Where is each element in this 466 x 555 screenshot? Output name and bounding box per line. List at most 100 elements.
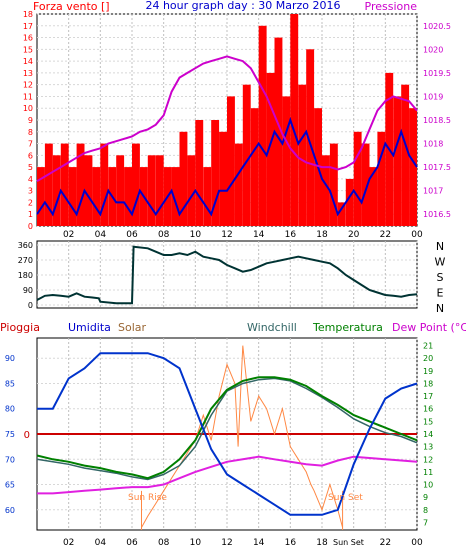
temperature-x-tick-label: 04 [95, 538, 107, 548]
wind-gust-bar [92, 167, 101, 226]
temperature-x-tick-label: 06 [126, 538, 138, 548]
wind-direction-line [36, 245, 418, 305]
temperature-y-tick-label: 18 [423, 379, 433, 388]
humidity-y-tick-label: 90 [5, 354, 15, 363]
temperature-line [36, 376, 418, 480]
temperature-x-tick-label: 22 [380, 538, 391, 548]
wind-y-tick-label: 10 [23, 104, 33, 113]
wind-y-tick-label: 17 [23, 22, 33, 31]
wind-y-tick-label: 4 [28, 175, 33, 184]
wind-gust-bar [306, 49, 315, 226]
solar-line [141, 345, 344, 528]
humidity-y-tick-label: 60 [5, 506, 15, 515]
wind-gust-bar [345, 178, 354, 226]
legend-solar: Solar [118, 321, 147, 334]
temperature-y-tick-label: 12 [423, 455, 433, 464]
direction-y-tick-label: 0 [28, 301, 33, 310]
wind-y-tick-label: 15 [23, 45, 33, 54]
wind-y-tick-label: 8 [28, 128, 33, 137]
wind-y-tick-label: 13 [23, 69, 33, 78]
temperature-y-tick-label: 10 [423, 481, 433, 490]
temperature-y-tick-label: 13 [423, 443, 433, 452]
wind-gust-bar [242, 84, 251, 226]
wind-y-tick-label: 1 [28, 210, 33, 219]
wind-y-tick-label: 7 [28, 140, 33, 149]
temperature-x-tick-label: 16 [285, 538, 297, 548]
direction-y-tick-label: 90 [23, 286, 33, 295]
wind-gust-bar [219, 131, 227, 226]
wind-x-tick-label: 00 [411, 230, 423, 240]
temperature-y-tick-label: 9 [423, 493, 428, 502]
wind-y-tick-label: 3 [28, 187, 33, 196]
temperature-y-tick-label: 17 [423, 392, 433, 401]
wind-gust-bar [401, 84, 410, 226]
temperature-y-tick-label: 20 [423, 354, 433, 363]
temperature-x-tick-label: 08 [158, 538, 170, 548]
wind-gust-bar [322, 155, 330, 226]
wind-x-tick-label: 16 [285, 230, 297, 240]
wind-gust-bar [353, 131, 362, 226]
humidity-line [37, 352, 418, 516]
chart-title: 24 hour graph day : 30 Marzo 2016 [145, 0, 340, 12]
temperature-x-tick-label: 12 [221, 538, 232, 548]
temperature-y-tick-label: 8 [423, 506, 428, 515]
wind-gust-bar [116, 155, 125, 226]
wind-y-tick-label: 2 [28, 198, 33, 207]
wind-y-tick-label: 14 [23, 57, 33, 66]
direction-compass-label: N [436, 240, 444, 253]
wind-y-tick-label: 11 [23, 92, 33, 101]
wind-gust-bar [274, 37, 283, 226]
wind-gust-bar [179, 131, 188, 226]
wind-gust-bar [258, 25, 267, 226]
wind-gust-bar [100, 143, 109, 226]
wind-gust-bar [124, 167, 132, 226]
temperature-y-tick-label: 7 [423, 518, 428, 527]
legend-windchill: Windchill [247, 321, 297, 334]
legend-rain: Pioggia [0, 321, 40, 334]
wind-title: Forza vento [] [33, 0, 110, 13]
legend-dewpoint: Dew Point (°C) [392, 321, 466, 334]
direction-compass-label: E [437, 287, 444, 300]
wind-gust-bar [369, 167, 378, 226]
temperature-x-tick-label: 02 [63, 538, 74, 548]
direction-compass-label: N [436, 302, 444, 315]
sunrise-label: Sun Rise [128, 493, 167, 503]
wind-y-tick-label: 18 [23, 10, 33, 19]
humidity-y-tick-label: 65 [5, 481, 15, 490]
pressure-y-tick-label: 1020.5 [423, 22, 451, 31]
wind-x-tick-label: 02 [63, 230, 74, 240]
wind-gust-bar [234, 143, 243, 226]
direction-compass-label: S [437, 271, 444, 284]
wind-gust-bar [132, 143, 140, 226]
wind-y-tick-label: 6 [28, 151, 33, 160]
wind-gust-bar [266, 72, 275, 227]
wind-x-tick-label: 08 [158, 230, 170, 240]
wind-y-tick-label: 9 [28, 116, 33, 125]
wind-gust-bar [37, 167, 45, 226]
wind-gust-bar [227, 96, 235, 227]
wind-gust-bar [171, 167, 180, 226]
direction-compass-label: W [435, 256, 446, 269]
pressure-y-tick-label: 1019 [423, 92, 443, 101]
wind-gust-bar [393, 96, 402, 227]
humidity-y-tick-label: 85 [5, 379, 15, 388]
temperature-x-tick-label: 18 [316, 538, 328, 548]
pressure-y-tick-label: 1016.5 [423, 210, 451, 219]
wind-gust-bar [329, 143, 338, 226]
wind-gust-bar [195, 120, 204, 226]
wind-gust-bar [44, 143, 53, 226]
wind-gust-bar [147, 155, 156, 226]
wind-gust-bar [361, 143, 370, 226]
pressure-title: Pressione [365, 0, 418, 13]
wind-x-tick-label: 14 [253, 230, 265, 240]
pressure-y-tick-label: 1017.5 [423, 163, 451, 172]
temperature-y-tick-label: 11 [423, 468, 433, 477]
wind-x-tick-label: 18 [316, 230, 328, 240]
wind-gust-bar [84, 155, 93, 226]
legend-humidity: Umidita [68, 321, 111, 334]
wind-x-tick-label: 04 [95, 230, 107, 240]
temperature-y-tick-label: 19 [423, 367, 433, 376]
wind-gust-bar [68, 167, 77, 226]
wind-y-tick-label: 16 [23, 34, 33, 43]
